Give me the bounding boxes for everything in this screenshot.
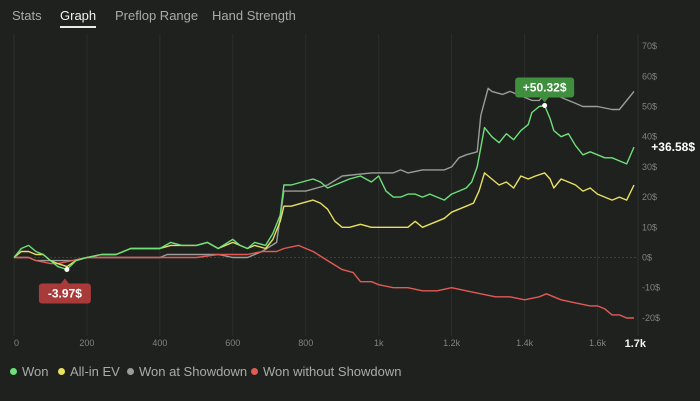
legend-label-no-showdown: Won without Showdown bbox=[263, 364, 402, 379]
series-line-won-without-showdown bbox=[14, 244, 634, 319]
legend-item-no-showdown[interactable]: Won without Showdown bbox=[251, 364, 402, 379]
min-value-badge: -3.97$ bbox=[38, 278, 91, 304]
tab-hand-strength[interactable]: Hand Strength bbox=[212, 8, 296, 23]
x-tick-label: 600 bbox=[225, 338, 240, 348]
legend-dot-no-showdown bbox=[251, 368, 258, 376]
x-tick-label: 1k bbox=[374, 338, 384, 348]
series-line-all-in-ev bbox=[13, 172, 635, 268]
y-tick-label: -10$ bbox=[642, 283, 660, 293]
x-tick-label: 0 bbox=[14, 338, 19, 348]
legend-dot-allin-ev bbox=[58, 368, 65, 376]
legend-label-showdown: Won at Showdown bbox=[139, 364, 248, 379]
x-tick-label: 400 bbox=[152, 338, 167, 348]
x-end-label: 1.7k bbox=[625, 338, 647, 350]
legend-item-showdown[interactable]: Won at Showdown bbox=[127, 364, 247, 379]
tab-graph[interactable]: Graph bbox=[60, 8, 97, 28]
profit-graph[interactable]: 70$ 60$ 50$ 40$ 30$ 20$ 10$ 0$ -10$ -20$ 0 200 400 60… bbox=[0, 32, 700, 362]
legend-item-won[interactable]: Won bbox=[10, 364, 49, 379]
y-tick-label: 0$ bbox=[642, 253, 652, 263]
x-tick-label: 1.6k bbox=[589, 338, 607, 348]
x-tick-label: 800 bbox=[298, 338, 313, 348]
legend-label-allin-ev: All-in EV bbox=[70, 364, 120, 379]
tab-preflop-range[interactable]: Preflop Range bbox=[115, 8, 199, 23]
series-line-won bbox=[13, 104, 635, 271]
svg-text:-3.97$: -3.97$ bbox=[48, 287, 82, 301]
y-tick-label: 20$ bbox=[642, 192, 657, 202]
y-tick-label: 50$ bbox=[642, 101, 657, 111]
y-tick-label: 60$ bbox=[642, 71, 657, 81]
tab-stats[interactable]: Stats bbox=[12, 8, 42, 23]
legend-dot-won bbox=[10, 368, 17, 376]
svg-text:+50.32$: +50.32$ bbox=[523, 81, 567, 95]
chart-legend: Won All-in EV Won at Showdown Won withou… bbox=[0, 362, 700, 384]
y-tick-label: 10$ bbox=[642, 222, 657, 232]
max-point-marker bbox=[542, 103, 548, 109]
legend-item-allin-ev[interactable]: All-in EV bbox=[58, 364, 120, 379]
min-point-marker bbox=[64, 267, 70, 273]
y-tick-label: 40$ bbox=[642, 132, 657, 142]
final-value-label: +36.58$ bbox=[651, 140, 695, 154]
x-tick-label: 1.4k bbox=[516, 338, 534, 348]
tab-bar: Stats Graph Preflop Range Hand Strength bbox=[0, 0, 700, 32]
y-tick-label: 70$ bbox=[642, 41, 657, 51]
max-value-badge: +50.32$ bbox=[515, 77, 575, 103]
legend-dot-showdown bbox=[127, 368, 134, 376]
x-tick-label: 200 bbox=[79, 338, 94, 348]
x-tick-label: 1.2k bbox=[443, 338, 461, 348]
y-tick-label: -20$ bbox=[642, 313, 660, 323]
y-tick-label: 30$ bbox=[642, 162, 657, 172]
legend-label-won: Won bbox=[22, 364, 49, 379]
